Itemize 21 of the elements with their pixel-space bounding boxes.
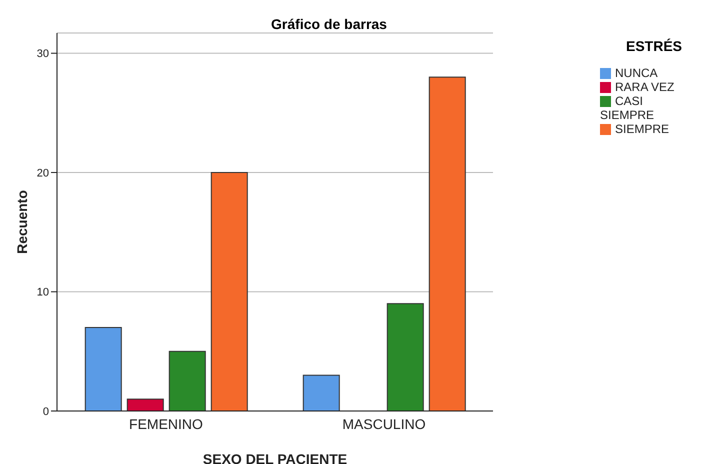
- bar: [302, 374, 340, 411]
- legend-label: RARA VEZ: [615, 80, 674, 94]
- y-tick-label: 0: [42, 406, 49, 418]
- bar: [168, 350, 206, 411]
- y-axis-title: Recuento: [14, 190, 30, 254]
- bar: [386, 303, 424, 411]
- legend-label: NUNCA: [615, 66, 658, 80]
- x-axis-title: SEXO DEL PACIENTE: [202, 451, 348, 464]
- chart-title: Gráfico de barras: [270, 16, 388, 32]
- bar: [428, 76, 466, 411]
- legend-label: SIEMPRE: [615, 122, 670, 136]
- y-tick-label: 10: [36, 286, 49, 299]
- legend-title: ESTRÉS: [624, 38, 683, 54]
- y-tick-label: 30: [36, 48, 49, 60]
- y-tick-label: 20: [36, 167, 49, 180]
- bar: [84, 327, 122, 411]
- legend-label: CASI SIEMPRE: [600, 94, 654, 122]
- bar: [126, 398, 164, 411]
- bar: [210, 172, 248, 411]
- x-tick-label: FEMENINO: [129, 416, 204, 432]
- x-tick-label: MASCULINO: [342, 416, 426, 432]
